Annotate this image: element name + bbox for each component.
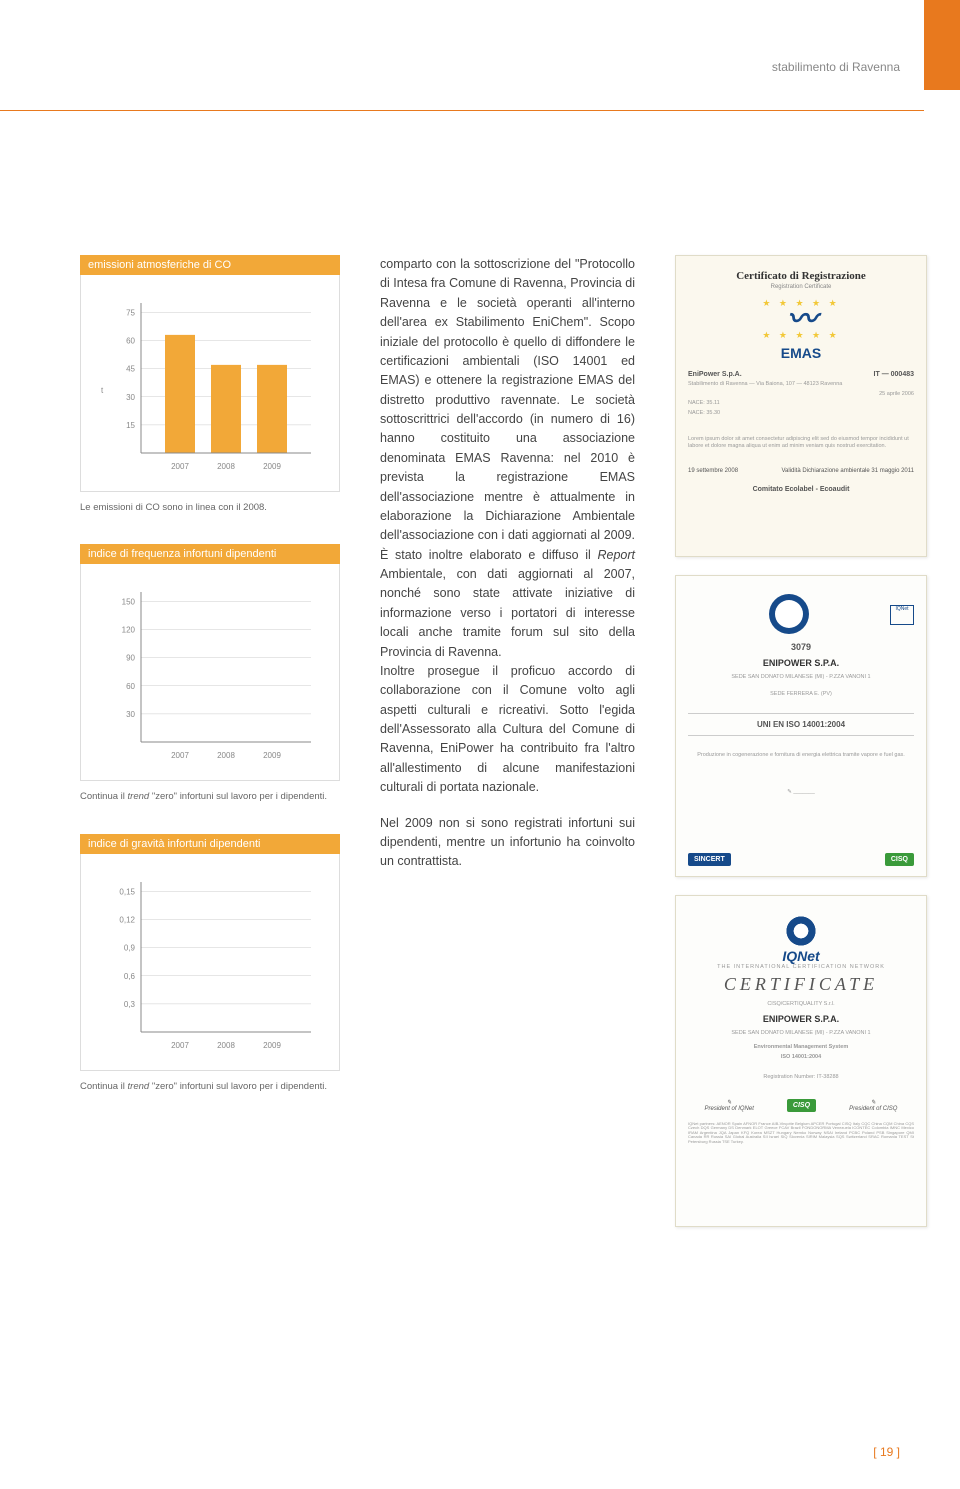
iso-badge-left: SINCERT — [688, 853, 731, 866]
iso-badge-right: CISQ — [885, 853, 914, 866]
svg-text:2007: 2007 — [171, 462, 189, 471]
svg-text:90: 90 — [126, 654, 135, 663]
chart3: 0,3 0,6 0,9 0,12 0,15 2007 2008 2009 — [80, 854, 340, 1071]
iso-certno: 3079 — [688, 642, 914, 652]
iso-seal-icon — [769, 594, 809, 634]
svg-text:2007: 2007 — [171, 1041, 189, 1050]
iqnet-regno: Registration Number: IT-38288 — [688, 1074, 914, 1081]
chart2-svg: 30 60 90 120 150 2007 2008 2009 — [93, 582, 328, 772]
svg-text:60: 60 — [126, 337, 135, 346]
iqnet-standard: ISO 14001:2004 — [688, 1054, 914, 1061]
chart1-svg: t 15 30 45 60 75 2007 2008 2009 — [93, 293, 328, 483]
svg-text:2009: 2009 — [263, 462, 281, 471]
page-accent-tab — [924, 0, 960, 90]
iqnet-circle-icon — [784, 914, 818, 948]
svg-text:120: 120 — [122, 626, 136, 635]
iqnet-company: ENIPOWER S.P.A. — [688, 1014, 914, 1024]
svg-text:75: 75 — [126, 308, 135, 317]
emas-logo-text: EMAS — [688, 345, 914, 361]
paragraph-2: Nel 2009 non si sono registrati infortun… — [380, 814, 635, 872]
iqnet-network: THE INTERNATIONAL CERTIFICATION NETWORK — [688, 964, 914, 970]
iqnet-logo-text: IQNet — [688, 948, 914, 964]
column-charts: emissioni atmosferiche di CO t 15 30 45 60 7… — [80, 255, 340, 1245]
p1-b: Ambientale, con dati aggiornati al 2007,… — [380, 567, 635, 659]
emas-committee: Comitato Ecolabel - Ecoaudit — [688, 486, 914, 493]
svg-text:60: 60 — [126, 682, 135, 691]
svg-text:0,9: 0,9 — [124, 943, 136, 952]
emas-subtitle: Registration Certificate — [688, 284, 914, 290]
chart3-caption-em: trend — [128, 1081, 150, 1092]
iso-company: ENIPOWER S.P.A. — [688, 658, 914, 668]
column-certificates: Certificato di Registrazione Registratio… — [675, 255, 927, 1245]
certificate-iso: IQNet 3079 ENIPOWER S.P.A. SEDE SAN DONA… — [675, 575, 927, 877]
chart3-caption-b: "zero" infortuni sul lavoro per i dipend… — [149, 1081, 327, 1092]
emas-validity-date: 31 maggio 2011 — [871, 468, 914, 474]
emas-stars-icon-2: ★ ★ ★ ★ ★ — [688, 330, 914, 341]
chart1-title: emissioni atmosferiche di CO — [80, 255, 340, 275]
svg-text:0,12: 0,12 — [119, 915, 135, 924]
chart3-title: indice di gravità infortuni dipendenti — [80, 834, 340, 854]
iqnet-tag: CERTIFICATE — [688, 974, 914, 995]
svg-text:2008: 2008 — [217, 751, 235, 760]
svg-text:15: 15 — [126, 421, 135, 430]
svg-text:2007: 2007 — [171, 751, 189, 760]
emas-regdate: 25 aprile 2006 — [688, 391, 914, 398]
iqnet-scope: Environmental Management System — [688, 1044, 914, 1051]
iqnet-sig-left: President of IQNet — [705, 1106, 754, 1112]
emas-signed: 19 settembre 2008 — [688, 468, 738, 474]
iqnet-sig-right: President of CISQ — [849, 1106, 897, 1112]
iqnet-badge: CISQ — [787, 1099, 816, 1112]
chart1-unit: t — [101, 386, 104, 395]
chart3-caption-a: Continua il — [80, 1081, 128, 1092]
chart2-caption-a: Continua il — [80, 791, 128, 802]
page-content: emissioni atmosferiche di CO t 15 30 45 60 7… — [80, 255, 900, 1245]
p1-em: Report — [597, 548, 635, 562]
emas-nace2: NACE: 35.30 — [688, 410, 914, 417]
iqnet-mini-icon: IQNet — [890, 605, 914, 625]
certificate-iqnet: IQNet THE INTERNATIONAL CERTIFICATION NE… — [675, 895, 927, 1227]
svg-text:2009: 2009 — [263, 751, 281, 760]
emas-logo: ★ ★ ★ ★ ★ 〰 ★ ★ ★ ★ ★ EMAS — [688, 298, 914, 361]
chart2-caption: Continua il trend "zero" infortuni sul l… — [80, 791, 340, 803]
iqnet-addr: SEDE SAN DONATO MILANESE (MI) - P.ZZA VA… — [688, 1030, 914, 1037]
running-header: stabilimento di Ravenna — [772, 60, 900, 74]
svg-text:30: 30 — [126, 710, 135, 719]
svg-text:0,6: 0,6 — [124, 971, 136, 980]
svg-text:45: 45 — [126, 365, 135, 374]
iqnet-issuer: CISQ/CERTIQUALITY S.r.l. — [688, 1001, 914, 1008]
emas-regno: IT — 000483 — [874, 371, 914, 378]
chart2: 30 60 90 120 150 2007 2008 2009 — [80, 564, 340, 781]
page-number: 19 — [873, 1445, 900, 1459]
chart2-caption-em: trend — [128, 791, 150, 802]
chart2-title: indice di frequenza infortuni dipendenti — [80, 544, 340, 564]
iso-addr2: SEDE FERRERA E. (PV) — [688, 691, 914, 698]
iso-addr1: SEDE SAN DONATO MILANESE (MI) - P.ZZA VA… — [688, 674, 914, 681]
chart1-caption: Le emissioni di CO sono in linea con il … — [80, 502, 340, 514]
certificate-emas: Certificato di Registrazione Registratio… — [675, 255, 927, 557]
emas-validity-label: Validità Dichiarazione ambientale — [781, 468, 869, 474]
chart2-caption-b: "zero" infortuni sul lavoro per i dipend… — [149, 791, 327, 802]
svg-text:150: 150 — [122, 598, 136, 607]
chart1: t 15 30 45 60 75 2007 2008 2009 — [80, 275, 340, 492]
emas-company: EniPower S.p.A. — [688, 371, 742, 378]
p1-a: comparto con la sottoscrizione del "Prot… — [380, 257, 635, 562]
svg-text:0,15: 0,15 — [119, 887, 135, 896]
chart3-svg: 0,3 0,6 0,9 0,12 0,15 2007 2008 2009 — [93, 872, 328, 1062]
svg-text:30: 30 — [126, 393, 135, 402]
column-text: comparto con la sottoscrizione del "Prot… — [380, 255, 635, 1245]
emas-wave-icon: 〰 — [688, 309, 914, 330]
emas-addr: Stabilimento di Ravenna — Via Baiona, 10… — [688, 381, 914, 388]
paragraph-1: comparto con la sottoscrizione del "Prot… — [380, 255, 635, 798]
svg-text:2009: 2009 — [263, 1041, 281, 1050]
svg-text:2008: 2008 — [217, 462, 235, 471]
emas-title: Certificato di Registrazione — [688, 270, 914, 282]
iqnet-logo: IQNet THE INTERNATIONAL CERTIFICATION NE… — [688, 914, 914, 995]
svg-text:2008: 2008 — [217, 1041, 235, 1050]
chart3-caption: Continua il trend "zero" infortuni sul l… — [80, 1081, 340, 1093]
svg-text:0,3: 0,3 — [124, 1000, 136, 1009]
iso-standard: UNI EN ISO 14001:2004 — [688, 713, 914, 736]
emas-nace1: NACE: 35.11 — [688, 400, 914, 407]
header-rule — [0, 110, 924, 111]
p1-c: Inoltre prosegue il proficuo accordo di … — [380, 664, 635, 794]
